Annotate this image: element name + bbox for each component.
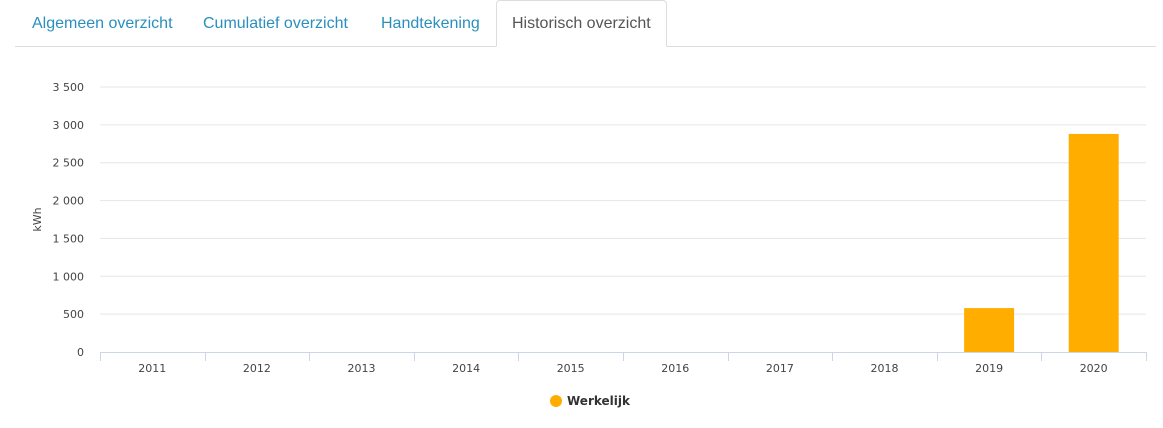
x-tick-label: 2019	[975, 362, 1003, 375]
y-axis-title: kWh	[31, 207, 44, 231]
x-tick-label: 2020	[1080, 362, 1108, 375]
x-tick-label: 2011	[138, 362, 166, 375]
tab-historisch-overzicht[interactable]: Historisch overzicht	[496, 0, 667, 47]
legend[interactable]: Werkelijk	[550, 394, 631, 408]
y-tick-label: 500	[63, 308, 84, 321]
x-axis-ticks: 2011 2012 2013 2014 2015 2016 2017 2018 2019 2020	[100, 352, 1147, 375]
x-tick-label: 2017	[766, 362, 794, 375]
y-tick-label: 1 500	[53, 232, 85, 245]
x-tick-label: 2015	[557, 362, 585, 375]
y-tick-label: 2 500	[53, 157, 85, 170]
y-tick-label: 3 000	[53, 119, 85, 132]
y-axis-tick-labels: 0 500 1 000 1 500 2 000 2 500 3 000 3 500	[53, 81, 85, 359]
y-tick-label: 2 000	[53, 195, 85, 208]
x-tick-label: 2013	[348, 362, 376, 375]
x-tick-label: 2014	[452, 362, 480, 375]
gridlines	[100, 86, 1146, 315]
historical-bar-chart: 0 500 1 000 1 500 2 000 2 500 3 000 3 500 kWh 2…	[31, 81, 1147, 408]
legend-label-werkelijk[interactable]: Werkelijk	[567, 394, 631, 408]
x-tick-label: 2018	[871, 362, 899, 375]
y-tick-label: 0	[77, 346, 84, 359]
tab-handtekening[interactable]: Handtekening	[381, 15, 480, 32]
legend-marker-werkelijk	[550, 395, 562, 407]
y-tick-label: 1 000	[53, 270, 85, 283]
y-tick-label: 3 500	[53, 81, 85, 94]
x-tick-label: 2016	[661, 362, 689, 375]
tab-bar: Algemeen overzicht Cumulatief overzicht …	[15, 0, 1156, 47]
bar-2020[interactable]	[1068, 133, 1119, 352]
x-tick-label: 2012	[243, 362, 271, 375]
tab-cumulatief-overzicht[interactable]: Cumulatief overzicht	[203, 15, 348, 32]
bar-series-werkelijk	[964, 133, 1119, 352]
bar-2019[interactable]	[964, 308, 1015, 352]
tab-algemeen-overzicht[interactable]: Algemeen overzicht	[32, 15, 173, 32]
